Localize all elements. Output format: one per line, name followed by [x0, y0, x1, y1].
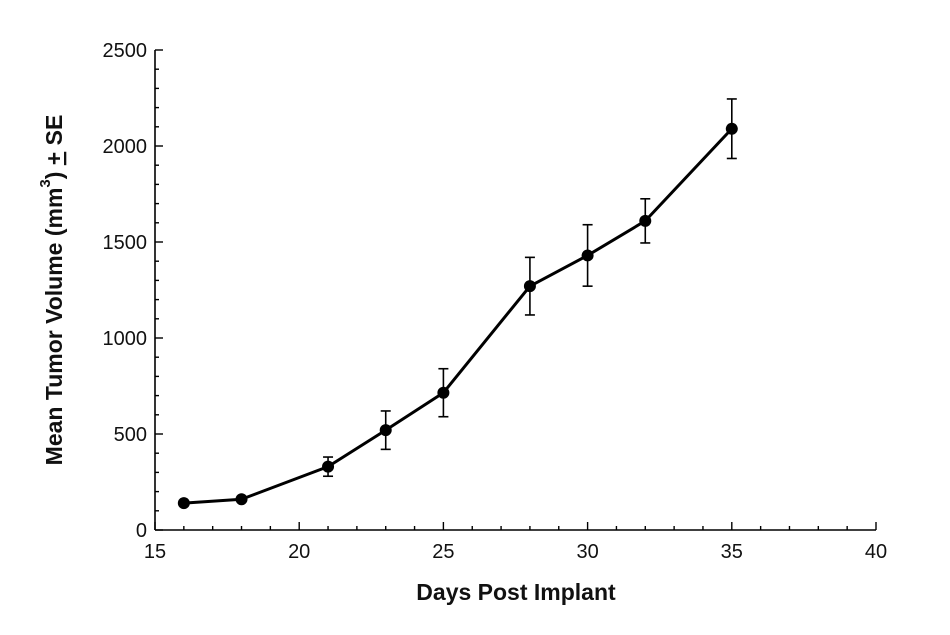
data-point [322, 460, 335, 473]
x-axis-title: Days Post Implant [416, 579, 616, 605]
y-axis-title-tail: SE [41, 115, 67, 152]
y-tick-label: 2000 [103, 136, 148, 158]
data-point [523, 280, 536, 293]
series-line [183, 127, 733, 505]
x-tick-label: 40 [865, 541, 887, 563]
tick-labels: 15 20 25 30 35 40 0 500 1000 1500 2000 2500 [103, 40, 888, 563]
y-tick-label: 500 [114, 424, 147, 446]
y-axis-title-superscript: 3 [37, 179, 54, 187]
x-tick-label: 30 [576, 541, 598, 563]
x-tick-label: 25 [432, 541, 454, 563]
tick-marks [154, 49, 877, 531]
data-point [437, 386, 450, 399]
y-axis-title-close: ) [41, 165, 67, 179]
y-tick-label: 1000 [103, 328, 148, 350]
y-tick-label: 1500 [103, 232, 148, 254]
data-point [725, 122, 738, 135]
y-axis-title: Mean Tumor Volume (mm3) + SE [37, 115, 67, 466]
error-bars [178, 98, 737, 507]
axes [154, 50, 876, 531]
data-series [183, 127, 733, 505]
y-tick-label: 2500 [103, 40, 148, 62]
x-tick-label: 20 [288, 541, 310, 563]
y-axis-title-plusminus: + [41, 152, 67, 165]
x-tick-label: 15 [144, 541, 166, 563]
data-point [639, 214, 652, 227]
data-point [581, 249, 594, 262]
data-point [235, 493, 248, 506]
data-point [379, 424, 392, 437]
data-point [177, 497, 190, 510]
y-axis-title-main: Mean Tumor Volume (mm [41, 188, 67, 466]
x-tick-label: 35 [721, 541, 743, 563]
y-tick-label: 0 [136, 520, 147, 542]
data-points [177, 122, 738, 510]
